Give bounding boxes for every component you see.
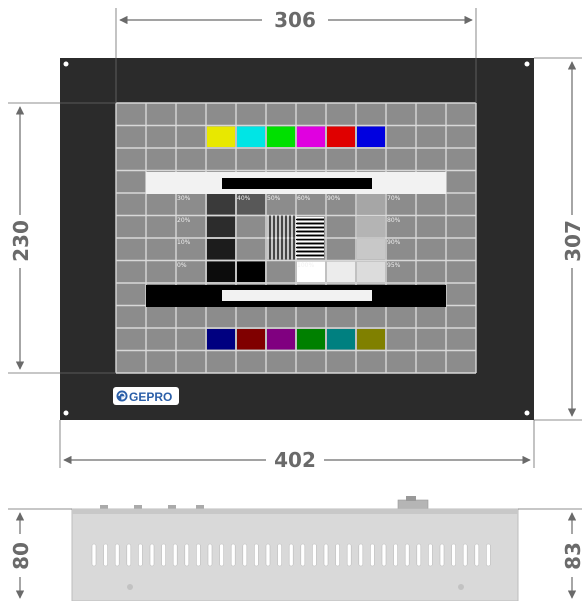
vent-slot: [91, 543, 97, 567]
top-color-bars: [207, 126, 385, 147]
dimension-side-right: 83: [561, 542, 584, 570]
bottom-color-bar: [327, 329, 355, 350]
vent-slot: [149, 543, 155, 567]
vent-slot: [381, 543, 387, 567]
vent-slot: [196, 543, 201, 567]
gray-label-40: 40%: [237, 195, 251, 202]
vent-slot: [416, 543, 422, 567]
top-color-bar: [297, 126, 325, 147]
screw-right: [458, 584, 464, 590]
gray-label-80: 80%: [387, 217, 401, 224]
vent-slot: [346, 543, 352, 567]
gray-block: [327, 261, 355, 282]
gray-block: [357, 261, 385, 282]
top-color-bar: [237, 126, 265, 147]
vent-slot: [358, 543, 364, 567]
gray-label-90: 90%: [387, 239, 401, 246]
vent-slot: [114, 543, 120, 567]
chassis-top-view: [71, 496, 519, 601]
bottom-color-bar: [297, 329, 325, 350]
bottom-color-bar: [237, 329, 265, 350]
vent-slot: [230, 543, 236, 567]
connector-block: [397, 499, 429, 510]
vent-slot: [428, 543, 433, 567]
vent-slot: [126, 543, 132, 567]
gepro-logo-text: GEPRO: [129, 390, 172, 404]
gray-label-30: 30%: [177, 195, 191, 202]
vent-slot: [439, 543, 445, 567]
gray-label-100: 100%: [297, 262, 314, 269]
gray-block: [357, 239, 385, 260]
vent-slot: [277, 543, 282, 567]
gray-block: [237, 194, 265, 215]
gray-label-70: 70%: [387, 195, 401, 202]
gray-label-60: 60%: [297, 195, 311, 202]
dimension-left-height: 230: [9, 220, 33, 262]
vent-slot: [207, 543, 213, 567]
gray-block: [207, 194, 235, 215]
test-pattern-screen: 30% 20% 10% 0% 40% 50% 60% 90% 100% 70% …: [115, 102, 477, 374]
bottom-color-bar: [207, 329, 235, 350]
vent-slot: [451, 543, 456, 567]
bottom-color-bar: [267, 329, 295, 350]
top-color-bar: [357, 126, 385, 147]
gray-label-20: 20%: [177, 217, 191, 224]
vent-slot: [486, 543, 491, 567]
dimension-right-height: 307: [561, 220, 584, 262]
dimension-bottom-width: 402: [274, 448, 316, 472]
gray-block: [207, 216, 235, 237]
gray-label-10: 10%: [177, 239, 191, 246]
mount-hole-top-left: [63, 61, 69, 67]
vent-slot: [184, 543, 190, 567]
gray-label-95: 95%: [387, 262, 401, 269]
screw-left: [127, 584, 133, 590]
vent-slot: [312, 543, 317, 567]
bottom-color-bar: [357, 329, 385, 350]
gray-block: [297, 261, 325, 282]
vent-slots: [91, 543, 491, 567]
gray-block: [237, 261, 265, 282]
white-bar: [222, 290, 372, 301]
vent-slot: [370, 543, 375, 567]
vent-slot: [254, 543, 259, 567]
vent-slot: [323, 543, 329, 567]
gepro-logo-icon: [116, 390, 128, 402]
vent-slot: [265, 543, 271, 567]
black-bar: [222, 178, 372, 189]
gray-block: [357, 216, 385, 237]
mount-hole-bottom-right: [524, 410, 530, 416]
vent-slot: [335, 543, 340, 567]
dimension-side-left: 80: [9, 542, 33, 570]
mount-hole-bottom-left: [63, 410, 69, 416]
gray-label-90a: 90%: [327, 195, 341, 202]
vent-slot: [300, 543, 306, 567]
gepro-logo: GEPRO: [113, 387, 179, 405]
dimension-top-width: 306: [274, 8, 316, 32]
vent-slot: [219, 543, 224, 567]
top-color-bar: [327, 126, 355, 147]
gray-block: [207, 239, 235, 260]
vent-slot: [288, 543, 294, 567]
vent-slot: [161, 543, 166, 567]
top-color-bar: [267, 126, 295, 147]
gray-block: [357, 194, 385, 215]
vent-slot: [404, 543, 410, 567]
gray-label-0: 0%: [177, 262, 187, 269]
vent-slot: [462, 543, 468, 567]
vent-slot: [393, 543, 398, 567]
gray-block: [207, 261, 235, 282]
vent-slot: [172, 543, 178, 567]
vent-slot: [103, 543, 108, 567]
resolution-pattern: [267, 215, 324, 260]
top-color-bar: [207, 126, 235, 147]
vent-slot: [138, 543, 143, 567]
vent-slot: [474, 543, 480, 567]
gray-scale-blocks: [207, 194, 385, 282]
bottom-color-bars: [207, 329, 385, 350]
vent-slot: [242, 543, 248, 567]
gray-label-50: 50%: [267, 195, 281, 202]
mount-hole-top-right: [524, 61, 530, 67]
